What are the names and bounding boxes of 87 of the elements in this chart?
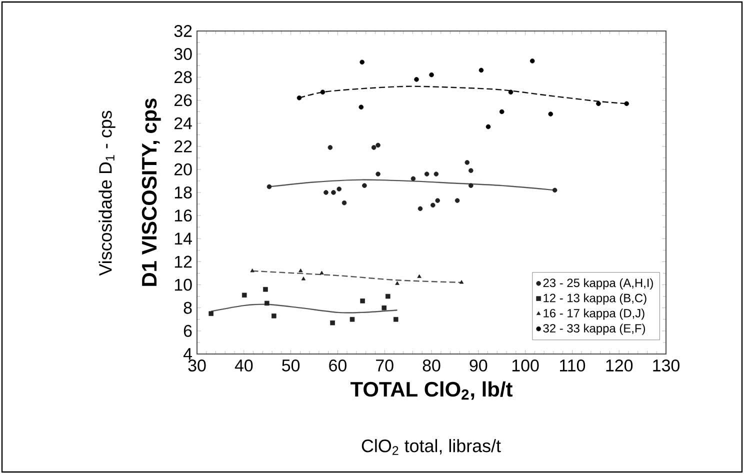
- point: [414, 77, 419, 82]
- legend-label: 16 - 17 kappa (D,J): [544, 308, 644, 320]
- point: [508, 90, 514, 95]
- point: [263, 286, 268, 292]
- point: [358, 104, 364, 110]
- point: [430, 202, 436, 208]
- y-tick-label: 28: [174, 71, 192, 84]
- point: [362, 183, 367, 188]
- point: [250, 268, 254, 272]
- y-tick-label: 18: [174, 186, 192, 198]
- point: [324, 190, 328, 195]
- x-tick-label: 120: [606, 359, 633, 372]
- point: [264, 300, 270, 306]
- legend-label: 12 - 13 kappa (B,C): [544, 293, 646, 305]
- point: [424, 172, 430, 176]
- text: Viscosidade D$_{1}$ - cps: [98, 110, 116, 276]
- point: [360, 60, 364, 65]
- text: ClO$_{2}$ total, libras/t: [362, 439, 501, 455]
- point: [417, 274, 422, 278]
- point: [331, 190, 336, 195]
- point: [208, 311, 214, 316]
- point: [429, 72, 434, 78]
- x-axis-title: TOTAL ClO$_{2}$, lb/t: [350, 381, 512, 400]
- point: [320, 270, 324, 275]
- line-series: [252, 270, 462, 284]
- point: [468, 183, 474, 188]
- point: [548, 112, 554, 116]
- y-tick-label: 16: [174, 210, 192, 222]
- y-tick-label: 14: [174, 232, 192, 244]
- point: [266, 184, 272, 190]
- point: [410, 176, 416, 182]
- point: [320, 90, 326, 95]
- point: [459, 280, 464, 284]
- point: [418, 206, 423, 212]
- x-tick-label: 130: [653, 359, 680, 372]
- y-tick-label: 32: [174, 24, 192, 37]
- y-tick-label: 24: [174, 117, 192, 130]
- y-tick-label: 10: [174, 278, 192, 291]
- point: [272, 314, 276, 318]
- x-tick-label: 60: [329, 359, 346, 372]
- y-tick-label: 12: [174, 256, 192, 268]
- y-tick-label: 20: [174, 163, 192, 176]
- point: [478, 68, 484, 73]
- point: [454, 198, 460, 203]
- x-tick-label: 50: [282, 359, 300, 372]
- point: [435, 198, 440, 203]
- y-tick-label: 30: [174, 48, 192, 60]
- point: [296, 96, 302, 100]
- x-tick-label: 40: [234, 359, 253, 372]
- point: [376, 172, 380, 176]
- legend-label: 23 - 25 kappa (A,H,I): [543, 278, 653, 290]
- point: [486, 124, 491, 130]
- point: [371, 145, 376, 150]
- x-tick-label: 100: [512, 359, 539, 372]
- point: [552, 188, 558, 193]
- point: [596, 101, 601, 106]
- point: [242, 292, 247, 298]
- point: [376, 142, 380, 148]
- point: [328, 145, 333, 150]
- point: [530, 58, 535, 64]
- point: [360, 298, 365, 304]
- y-tick-label: 4: [183, 348, 192, 360]
- point: [342, 200, 347, 206]
- point: [350, 316, 355, 322]
- y-axis-title: D1 VISCOSITY, cps: [142, 98, 161, 286]
- y-tick-label: 22: [174, 140, 192, 152]
- y-tick-label: 6: [184, 324, 192, 337]
- point: [395, 281, 400, 285]
- point: [434, 172, 439, 176]
- point: [298, 268, 303, 272]
- point: [301, 276, 306, 280]
- x-tick-label: 110: [560, 359, 586, 372]
- x-tick-label: 80: [422, 359, 440, 372]
- point: [382, 305, 387, 310]
- y-tick-label: 8: [184, 302, 192, 314]
- y-tick-label: 26: [174, 94, 192, 106]
- x-tick-label: 70: [376, 359, 394, 372]
- point: [468, 168, 474, 173]
- point: [336, 186, 342, 192]
- point: [393, 316, 398, 322]
- legend-label: 32 - 33 kappa (E,F): [543, 324, 645, 335]
- point: [386, 294, 390, 299]
- point: [624, 101, 630, 106]
- point: [499, 109, 504, 114]
- x-tick-label: 90: [470, 359, 488, 372]
- point: [330, 320, 335, 326]
- point: [464, 160, 470, 165]
